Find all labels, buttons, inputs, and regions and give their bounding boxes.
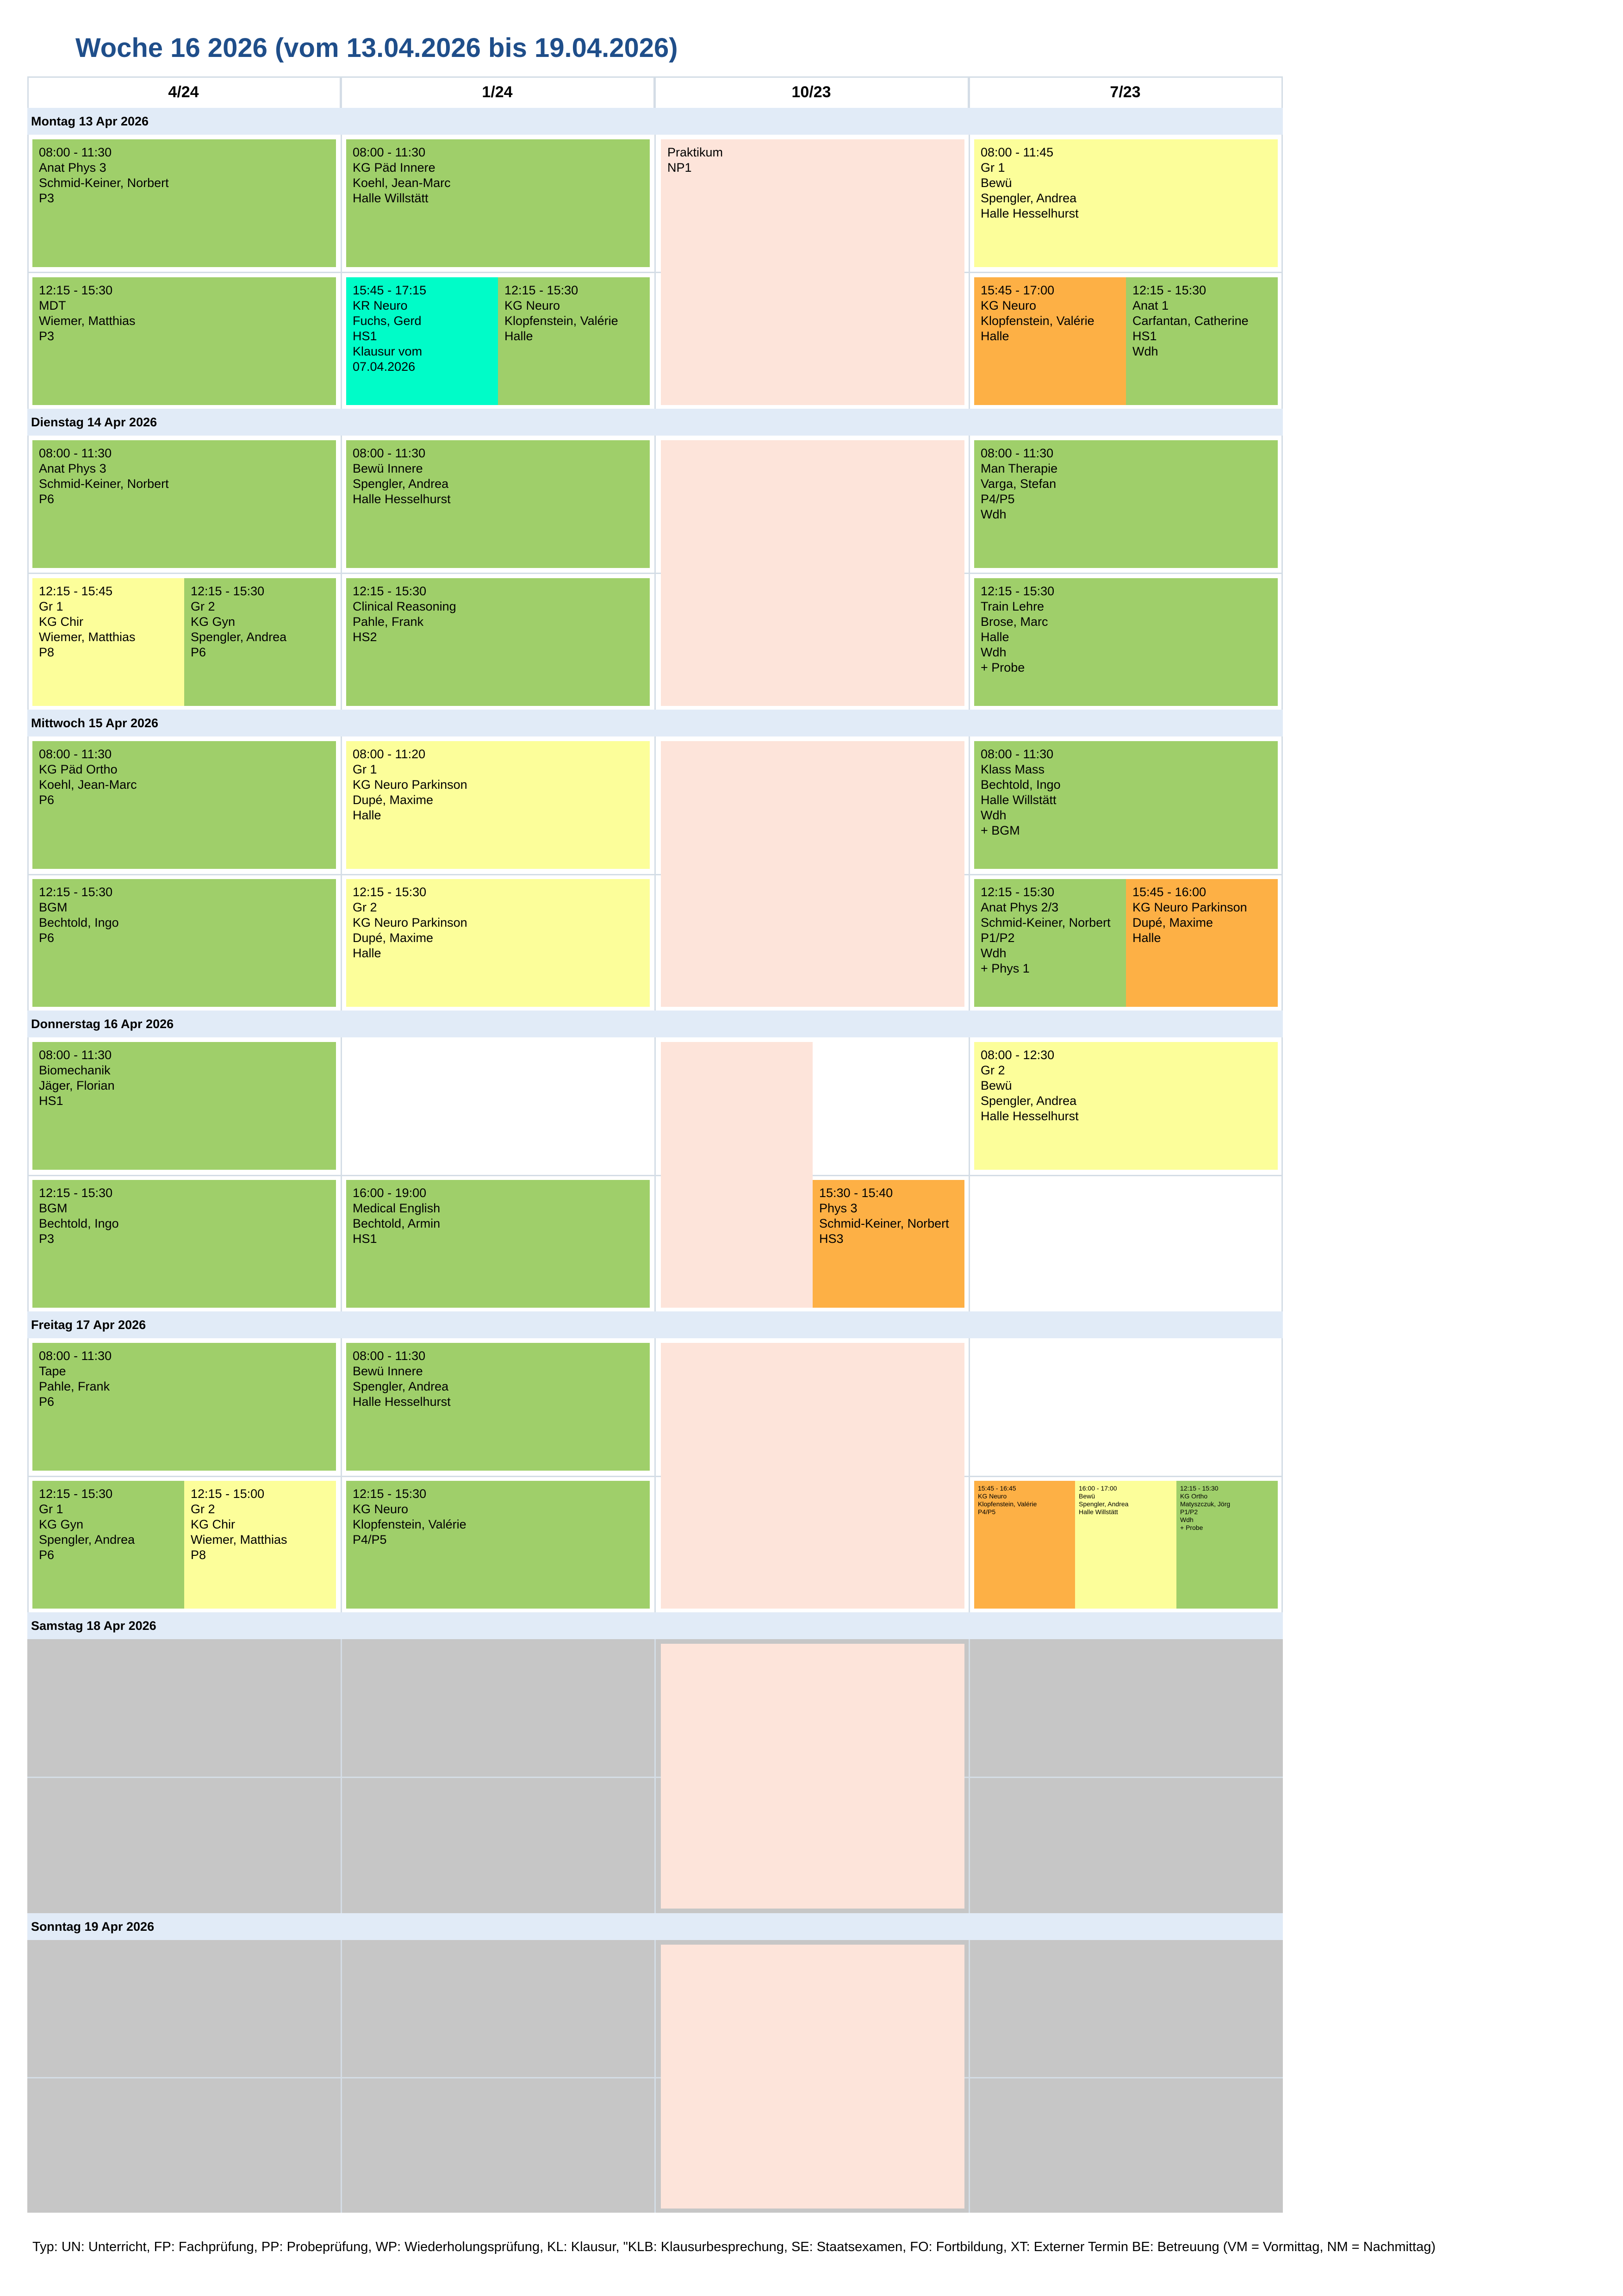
event-block[interactable]: 15:45 - 17:00 KG Neuro Klopfenstein, Val… bbox=[974, 277, 1126, 405]
event-block[interactable]: 16:00 - 19:00 Medical English Bechtold, … bbox=[346, 1180, 650, 1308]
event-block[interactable]: 12:15 - 15:30 KG Ortho Matyszczuk, Jörg … bbox=[1176, 1481, 1278, 1609]
event-block[interactable]: 08:00 - 11:30 Man Therapie Varga, Stefan… bbox=[974, 440, 1278, 568]
event-block[interactable]: 15:45 - 16:45 KG Neuro Klopfenstein, Val… bbox=[974, 1481, 1075, 1609]
event-block[interactable]: 12:15 - 15:30 KG Neuro Klopfenstein, Val… bbox=[346, 1481, 650, 1609]
event-block[interactable]: 08:00 - 11:20 Gr 1 KG Neuro Parkinson Du… bbox=[346, 741, 650, 869]
event-block-praktikum[interactable] bbox=[661, 440, 964, 706]
event-block[interactable]: 16:00 - 17:00 Bewü Spengler, Andrea Hall… bbox=[1075, 1481, 1176, 1609]
column-header-10-23: 10/23 bbox=[655, 76, 969, 108]
event-block[interactable]: 08:00 - 11:30 Anat Phys 3 Schmid-Keiner,… bbox=[32, 440, 336, 568]
page-title: Woche 16 2026 (vom 13.04.2026 bis 19.04.… bbox=[75, 33, 678, 63]
column-divider bbox=[969, 76, 970, 2213]
event-block[interactable]: 15:45 - 17:15 KR Neuro Fuchs, Gerd HS1 K… bbox=[346, 277, 498, 405]
column-header-1-24: 1/24 bbox=[341, 76, 655, 108]
day-header-wednesday: Mittwoch 15 Apr 2026 bbox=[27, 710, 1283, 736]
event-block-praktikum[interactable] bbox=[661, 1644, 964, 1909]
event-block[interactable]: 08:00 - 11:30 KG Päd Innere Koehl, Jean-… bbox=[346, 139, 650, 267]
event-block[interactable]: Praktikum NP1 bbox=[661, 139, 964, 405]
event-block[interactable]: 15:45 - 16:00 KG Neuro Parkinson Dupé, M… bbox=[1126, 879, 1278, 1007]
day-header-saturday: Samstag 18 Apr 2026 bbox=[27, 1612, 1283, 1639]
event-block[interactable]: 15:30 - 15:40 Phys 3 Schmid-Keiner, Norb… bbox=[813, 1180, 964, 1308]
row-divider bbox=[27, 573, 1283, 574]
event-block-praktikum[interactable] bbox=[661, 1343, 964, 1609]
event-block[interactable]: 08:00 - 11:30 Biomechanik Jäger, Florian… bbox=[32, 1042, 336, 1170]
row-divider bbox=[27, 1777, 1283, 1778]
day-header-sunday: Sonntag 19 Apr 2026 bbox=[27, 1913, 1283, 1940]
day-header-friday: Freitag 17 Apr 2026 bbox=[27, 1311, 1283, 1338]
day-header-thursday: Donnerstag 16 Apr 2026 bbox=[27, 1011, 1283, 1037]
event-block[interactable]: 12:15 - 15:30 Clinical Reasoning Pahle, … bbox=[346, 578, 650, 706]
event-block-praktikum[interactable] bbox=[661, 1042, 813, 1308]
row-divider bbox=[27, 2077, 1283, 2078]
day-header-monday: Montag 13 Apr 2026 bbox=[27, 108, 1283, 135]
event-block[interactable]: 12:15 - 15:30 Anat Phys 2/3 Schmid-Keine… bbox=[974, 879, 1126, 1007]
column-header-7-23: 7/23 bbox=[969, 76, 1283, 108]
event-block[interactable]: 12:15 - 15:30 Gr 2 KG Gyn Spengler, Andr… bbox=[184, 578, 336, 706]
event-block[interactable]: 08:00 - 11:30 Bewü Innere Spengler, Andr… bbox=[346, 440, 650, 568]
event-block[interactable]: 08:00 - 11:30 Anat Phys 3 Schmid-Keiner,… bbox=[32, 139, 336, 267]
event-block[interactable]: 08:00 - 11:45 Gr 1 Bewü Spengler, Andrea… bbox=[974, 139, 1278, 267]
day-header-tuesday: Dienstag 14 Apr 2026 bbox=[27, 409, 1283, 436]
event-block[interactable]: 12:15 - 15:30 KG Neuro Klopfenstein, Val… bbox=[498, 277, 650, 405]
event-block[interactable]: 08:00 - 11:30 Bewü Innere Spengler, Andr… bbox=[346, 1343, 650, 1471]
row-divider bbox=[27, 1175, 1283, 1176]
column-divider bbox=[654, 76, 656, 2213]
event-block[interactable]: 08:00 - 11:30 KG Päd Ortho Koehl, Jean-M… bbox=[32, 741, 336, 869]
event-block[interactable]: 12:15 - 15:30 Gr 2 KG Neuro Parkinson Du… bbox=[346, 879, 650, 1007]
row-divider bbox=[27, 1476, 1283, 1477]
column-header-4-24: 4/24 bbox=[27, 76, 341, 108]
event-block[interactable]: 12:15 - 15:30 BGM Bechtold, Ingo P3 bbox=[32, 1180, 336, 1308]
event-block[interactable]: 12:15 - 15:45 Gr 1 KG Chir Wiemer, Matth… bbox=[32, 578, 184, 706]
row-divider bbox=[27, 272, 1283, 273]
legend-footer: Typ: UN: Unterricht, FP: Fachprüfung, PP… bbox=[32, 2240, 1436, 2254]
event-block[interactable]: 12:15 - 15:30 Anat 1 Carfantan, Catherin… bbox=[1126, 277, 1278, 405]
event-block[interactable]: 12:15 - 15:30 MDT Wiemer, Matthias P3 bbox=[32, 277, 336, 405]
event-block[interactable]: 08:00 - 11:30 Klass Mass Bechtold, Ingo … bbox=[974, 741, 1278, 869]
event-block[interactable]: 12:15 - 15:30 Gr 1 KG Gyn Spengler, Andr… bbox=[32, 1481, 184, 1609]
column-divider bbox=[341, 76, 342, 2213]
event-block-praktikum[interactable] bbox=[661, 1945, 964, 2209]
event-block[interactable]: 12:15 - 15:30 BGM Bechtold, Ingo P6 bbox=[32, 879, 336, 1007]
event-block[interactable]: 12:15 - 15:00 Gr 2 KG Chir Wiemer, Matth… bbox=[184, 1481, 336, 1609]
event-block-praktikum[interactable] bbox=[661, 741, 964, 1007]
event-block[interactable]: 08:00 - 11:30 Tape Pahle, Frank P6 bbox=[32, 1343, 336, 1471]
event-block[interactable]: 08:00 - 12:30 Gr 2 Bewü Spengler, Andrea… bbox=[974, 1042, 1278, 1170]
event-block[interactable]: 12:15 - 15:30 Train Lehre Brose, Marc Ha… bbox=[974, 578, 1278, 706]
row-divider bbox=[27, 874, 1283, 875]
